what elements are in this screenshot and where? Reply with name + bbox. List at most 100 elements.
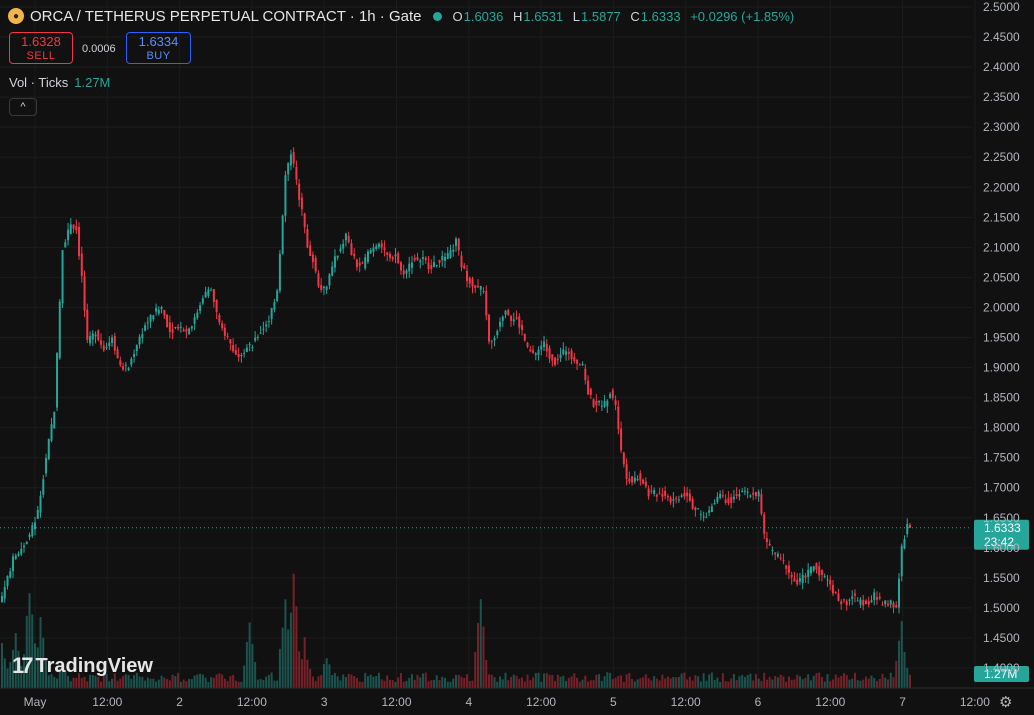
candle (3, 586, 6, 599)
volume-bar (177, 672, 180, 688)
volume-bar (609, 673, 612, 688)
candle (262, 328, 265, 330)
volume-bar (606, 672, 609, 688)
tradingview-name: TradingView (35, 654, 153, 677)
candle (218, 315, 221, 323)
candle (694, 507, 697, 510)
volume-bar (556, 674, 559, 688)
collapse-legend-button[interactable]: ^ (9, 98, 37, 116)
candle (771, 550, 774, 552)
volume-bar (812, 675, 815, 688)
volume-legend[interactable]: Vol · Ticks 1.27M (9, 75, 110, 90)
volume-bar (526, 674, 529, 688)
candle (430, 264, 433, 269)
sell-price: 1.6328 (21, 34, 61, 49)
volume-bar (405, 680, 408, 688)
volume-bar (383, 680, 386, 688)
volume-bar (721, 673, 724, 688)
volume-bar (265, 676, 268, 688)
candle (221, 323, 224, 329)
volume-bar (166, 679, 169, 688)
volume-bar (295, 606, 298, 688)
volume-bar (507, 680, 510, 688)
candle (721, 495, 724, 497)
candle (20, 548, 23, 555)
candle (672, 499, 675, 501)
volume-bar (754, 674, 757, 688)
volume-bar (529, 680, 532, 688)
volume-bar (262, 679, 265, 688)
candle (9, 571, 12, 578)
candle (633, 477, 636, 482)
candle (573, 356, 576, 362)
volume-bar (50, 674, 53, 688)
candle (210, 289, 213, 291)
tradingview-logo[interactable]: 17 TradingView (12, 653, 153, 679)
candle (779, 557, 782, 559)
volume-bar (152, 678, 155, 688)
volume-bar (845, 675, 848, 688)
x-tick-label: 12:00 (815, 695, 845, 709)
candle (749, 495, 752, 497)
candle (234, 350, 237, 355)
symbol-title[interactable]: ORCA / TETHERUS PERPETUAL CONTRACT · 1h … (30, 7, 422, 25)
volume-bar (441, 676, 444, 688)
volume-bar (108, 681, 111, 688)
candle (394, 254, 397, 257)
candle (201, 298, 204, 304)
buy-button[interactable]: 1.6334 BUY (126, 32, 191, 64)
volume-bar (124, 674, 127, 688)
candle (837, 593, 840, 601)
x-tick-label: 3 (321, 695, 328, 709)
volume-bar (490, 674, 493, 688)
low-label: L (572, 8, 581, 24)
candle (402, 270, 405, 275)
volume-bar (100, 681, 103, 688)
candle (515, 317, 518, 319)
candle (240, 354, 243, 356)
x-tick-label: May (24, 695, 47, 709)
volume-bar (410, 674, 413, 688)
candle (801, 574, 804, 584)
volume-bar (196, 674, 199, 688)
volume-bar (617, 675, 620, 688)
y-tick-label: 1.7500 (983, 451, 1020, 465)
candle (474, 285, 477, 288)
candle (776, 553, 779, 557)
candle (215, 299, 218, 313)
volume-bar (193, 675, 196, 688)
volume-bar (281, 627, 284, 688)
candle (331, 266, 334, 276)
volume-bar (372, 676, 375, 688)
volume-bar (358, 681, 361, 688)
gear-icon[interactable]: ⚙ (999, 694, 1013, 711)
candle (688, 493, 691, 501)
volume-bar (804, 677, 807, 688)
volume-bar (72, 677, 75, 688)
candle (369, 250, 372, 254)
candle (413, 257, 416, 261)
volume-bar (342, 674, 345, 688)
volume-bar (537, 672, 540, 688)
volume-bar (408, 677, 411, 688)
candle (64, 242, 67, 248)
volume-bar (336, 676, 339, 688)
candle (89, 336, 92, 344)
volume-bar (906, 667, 909, 688)
volume-bar (504, 672, 507, 688)
volume-bar (592, 680, 595, 688)
y-tick-label: 1.4500 (983, 631, 1020, 645)
candle (388, 253, 391, 258)
sell-button[interactable]: 1.6328 SELL (9, 32, 73, 64)
candle (386, 252, 389, 255)
volume-bar (738, 676, 741, 688)
candle (273, 302, 276, 310)
volume-bar (749, 673, 752, 688)
volume-bar (570, 676, 573, 688)
candle (521, 325, 524, 331)
volume-bar (807, 674, 810, 688)
volume-bar (179, 681, 182, 688)
candle (743, 490, 746, 492)
candle (853, 593, 856, 596)
